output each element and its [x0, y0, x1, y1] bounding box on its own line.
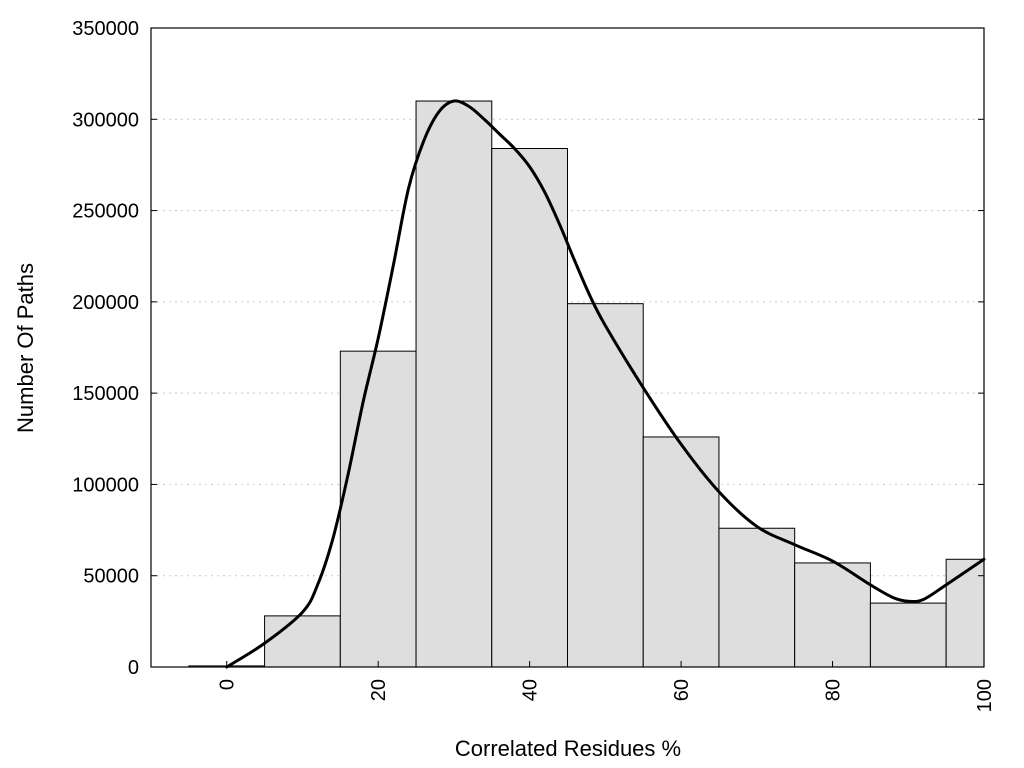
y-axis-ticks: 0 50000 100000 150000 200000 250000 300000 3500… — [72, 18, 984, 679]
x-tick-label: 0 — [217, 679, 239, 690]
histogram-bars — [188, 100, 985, 668]
y-tick-label: 150000 — [72, 383, 139, 405]
y-tick-label: 50000 — [83, 566, 139, 588]
x-tick-label: 60 — [671, 679, 693, 701]
histogram-bar — [264, 615, 341, 668]
x-tick-label: 40 — [520, 679, 542, 701]
y-tick-label: 300000 — [72, 109, 139, 131]
histogram-bar — [718, 527, 796, 668]
y-tick-label: 350000 — [72, 18, 139, 40]
density-curve — [225, 99, 986, 669]
x-tick-label: 80 — [823, 679, 845, 701]
y-tick-label: 0 — [128, 657, 139, 679]
x-tick-label: 100 — [974, 679, 996, 712]
y-tick-label: 100000 — [72, 474, 139, 496]
fit-curve — [225, 99, 986, 669]
histogram-bar — [794, 562, 871, 668]
y-tick-label: 200000 — [72, 292, 139, 314]
plot-frame — [150, 27, 985, 668]
x-axis-title: Correlated Residues % — [455, 736, 681, 761]
histogram-bar — [415, 100, 493, 668]
x-axis-ticks: 0 20 40 60 80 100 — [217, 661, 996, 712]
histogram-bar — [339, 350, 417, 668]
grid-lines — [151, 118, 984, 577]
y-tick-label: 250000 — [72, 201, 139, 223]
x-tick-label: 20 — [368, 679, 390, 701]
y-axis-title: Number Of Paths — [13, 263, 38, 433]
histogram-bar — [642, 436, 720, 668]
histogram-bar — [491, 147, 569, 668]
histogram-bar — [567, 303, 644, 668]
histogram-bar — [869, 602, 947, 668]
